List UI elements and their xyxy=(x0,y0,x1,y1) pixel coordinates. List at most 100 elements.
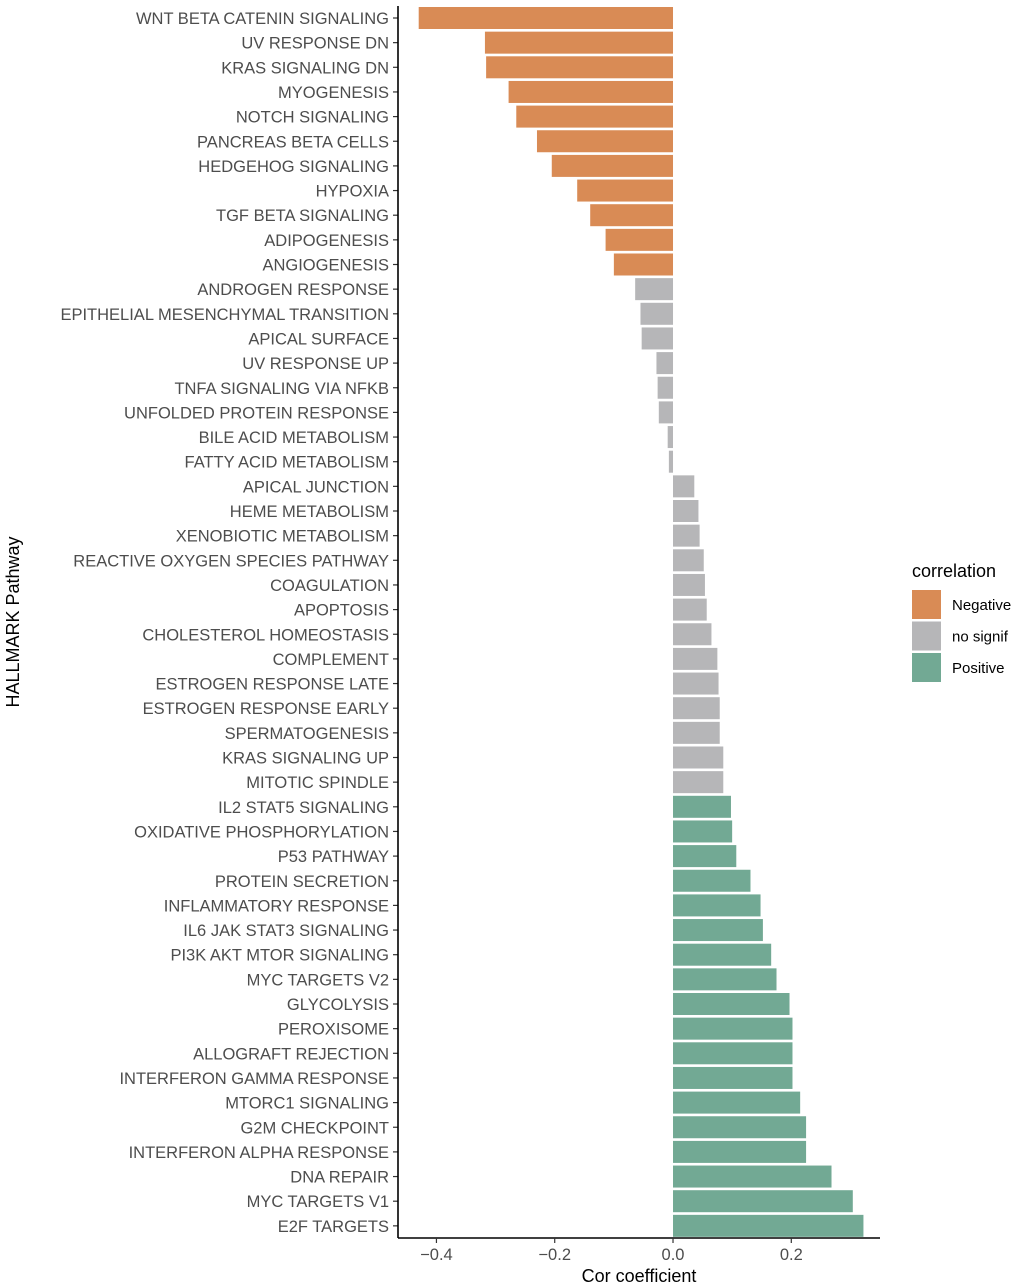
category-label-apical-junction: APICAL JUNCTION xyxy=(243,478,389,496)
bar-wnt-beta-catenin-signaling xyxy=(418,7,674,29)
legend-swatch-no-signif xyxy=(912,621,941,651)
category-label-il6-jak-stat3-signaling: IL6 JAK STAT3 SIGNALING xyxy=(183,922,389,940)
y-axis-title: HALLMARK Pathway xyxy=(3,536,23,707)
bar-estrogen-response-late xyxy=(673,672,719,695)
category-label-mitotic-spindle: MITOTIC SPINDLE xyxy=(246,774,389,792)
bar-hedgehog-signaling xyxy=(551,154,674,177)
bar-apical-surface xyxy=(641,327,673,350)
bars-layer xyxy=(418,7,864,1237)
bar-protein-secretion xyxy=(673,869,751,892)
bar-pi3k-akt-mtor-signaling xyxy=(673,943,772,966)
category-label-kras-signaling-dn: KRAS SIGNALING DN xyxy=(221,59,389,77)
category-label-myc-targets-v2: MYC TARGETS V2 xyxy=(247,971,389,989)
bar-peroxisome xyxy=(673,1017,793,1040)
category-label-coagulation: COAGULATION xyxy=(270,577,389,595)
bar-interferon-alpha-response xyxy=(673,1140,807,1163)
category-label-e2f-targets: E2F TARGETS xyxy=(278,1218,389,1236)
bar-interferon-gamma-response xyxy=(673,1066,793,1089)
bar-coagulation xyxy=(673,573,705,596)
category-label-bile-acid-metabolism: BILE ACID METABOLISM xyxy=(199,429,389,447)
category-label-myogenesis: MYOGENESIS xyxy=(278,84,389,102)
x-tick-label: 0.0 xyxy=(662,1246,685,1264)
category-label-adipogenesis: ADIPOGENESIS xyxy=(264,232,389,250)
legend-swatch-positive xyxy=(912,653,941,682)
bar-mitotic-spindle xyxy=(673,771,724,794)
category-label-heme-metabolism: HEME METABOLISM xyxy=(230,503,389,521)
bar-e2f-targets xyxy=(673,1214,864,1237)
category-label-tnfa-signaling-via-nfkb: TNFA SIGNALING VIA NFKB xyxy=(174,380,389,398)
category-label-estrogen-response-early: ESTROGEN RESPONSE EARLY xyxy=(143,700,389,718)
category-label-xenobiotic-metabolism: XENOBIOTIC METABOLISM xyxy=(176,528,389,546)
category-label-mtorc1-signaling: MTORC1 SIGNALING xyxy=(225,1095,389,1113)
category-label-hypoxia: HYPOXIA xyxy=(316,183,389,201)
bar-glycolysis xyxy=(673,993,790,1015)
bar-myc-targets-v2 xyxy=(673,968,777,991)
category-label-uv-response-dn: UV RESPONSE DN xyxy=(241,35,389,53)
bar-il2-stat5-signaling xyxy=(673,795,731,818)
bar-xenobiotic-metabolism xyxy=(673,524,700,547)
x-axis-title: Cor coefficient xyxy=(582,1266,697,1286)
category-label-oxidative-phosphorylation: OXIDATIVE PHOSPHORYLATION xyxy=(134,823,389,841)
category-label-spermatogenesis: SPERMATOGENESIS xyxy=(225,725,389,743)
axes xyxy=(397,6,880,1239)
x-tick-label: −0.4 xyxy=(420,1246,453,1264)
bar-androgen-response xyxy=(635,278,674,301)
bar-pancreas-beta-cells xyxy=(536,130,673,153)
legend-swatch-negative xyxy=(912,590,941,619)
category-label-androgen-response: ANDROGEN RESPONSE xyxy=(197,281,389,299)
category-label-apical-surface: APICAL SURFACE xyxy=(248,330,389,348)
bar-heme-metabolism xyxy=(673,500,699,522)
category-label-fatty-acid-metabolism: FATTY ACID METABOLISM xyxy=(185,454,389,472)
category-label-interferon-gamma-response: INTERFERON GAMMA RESPONSE xyxy=(119,1070,389,1088)
category-label-tgf-beta-signaling: TGF BETA SIGNALING xyxy=(216,207,389,225)
bar-bile-acid-metabolism xyxy=(667,426,673,449)
bar-inflammatory-response xyxy=(673,894,761,917)
category-label-kras-signaling-up: KRAS SIGNALING UP xyxy=(222,750,389,768)
bar-uv-response-up xyxy=(656,352,674,375)
bar-g2m-checkpoint xyxy=(673,1116,807,1139)
bar-myogenesis xyxy=(508,80,673,103)
legend-label-negative: Negative xyxy=(952,597,1011,614)
category-label-g2m-checkpoint: G2M CHECKPOINT xyxy=(240,1119,389,1137)
bar-uv-response-dn xyxy=(484,31,674,54)
bar-notch-signaling xyxy=(516,105,673,128)
bar-unfolded-protein-response xyxy=(658,401,673,424)
bar-kras-signaling-dn xyxy=(486,56,674,79)
bar-tgf-beta-signaling xyxy=(590,204,674,227)
bar-il6-jak-stat3-signaling xyxy=(673,919,763,942)
bar-dna-repair xyxy=(673,1165,832,1188)
bar-adipogenesis xyxy=(605,228,674,251)
legend-label-no-signif: no signif xyxy=(952,629,1009,646)
category-label-p53-pathway: P53 PATHWAY xyxy=(278,848,389,866)
category-label-glycolysis: GLYCOLYSIS xyxy=(287,996,389,1014)
bar-reactive-oxygen-species-pathway xyxy=(673,549,704,572)
bar-tnfa-signaling-via-nfkb xyxy=(657,376,674,399)
category-label-protein-secretion: PROTEIN SECRETION xyxy=(215,873,389,891)
bar-oxidative-phosphorylation xyxy=(673,820,733,843)
category-label-complement: COMPLEMENT xyxy=(273,651,389,669)
bar-myc-targets-v1 xyxy=(673,1190,853,1213)
category-label-peroxisome: PEROXISOME xyxy=(278,1021,389,1039)
category-label-dna-repair: DNA REPAIR xyxy=(290,1169,389,1187)
category-label-hedgehog-signaling: HEDGEHOG SIGNALING xyxy=(198,158,389,176)
category-label-reactive-oxygen-species-pathway: REACTIVE OXYGEN SPECIES PATHWAY xyxy=(73,552,389,570)
category-label-inflammatory-response: INFLAMMATORY RESPONSE xyxy=(164,897,389,915)
category-label-angiogenesis: ANGIOGENESIS xyxy=(262,257,389,275)
bar-complement xyxy=(673,647,718,670)
bar-angiogenesis xyxy=(613,253,674,276)
category-label-unfolded-protein-response: UNFOLDED PROTEIN RESPONSE xyxy=(124,404,389,422)
bar-apoptosis xyxy=(673,598,707,621)
bar-epithelial-mesenchymal-transition xyxy=(640,302,674,325)
bar-allograft-rejection xyxy=(673,1042,793,1065)
category-label-pi3k-akt-mtor-signaling: PI3K AKT MTOR SIGNALING xyxy=(170,947,389,965)
x-tick-label: −0.2 xyxy=(538,1246,571,1264)
bar-cholesterol-homeostasis xyxy=(673,623,712,646)
x-tick-label: 0.2 xyxy=(780,1246,803,1264)
category-label-cholesterol-homeostasis: CHOLESTEROL HOMEOSTASIS xyxy=(142,626,389,644)
category-label-myc-targets-v1: MYC TARGETS V1 xyxy=(247,1193,389,1211)
category-label-interferon-alpha-response: INTERFERON ALPHA RESPONSE xyxy=(129,1144,389,1162)
bar-estrogen-response-early xyxy=(673,697,720,720)
legend-label-positive: Positive xyxy=(952,660,1005,677)
